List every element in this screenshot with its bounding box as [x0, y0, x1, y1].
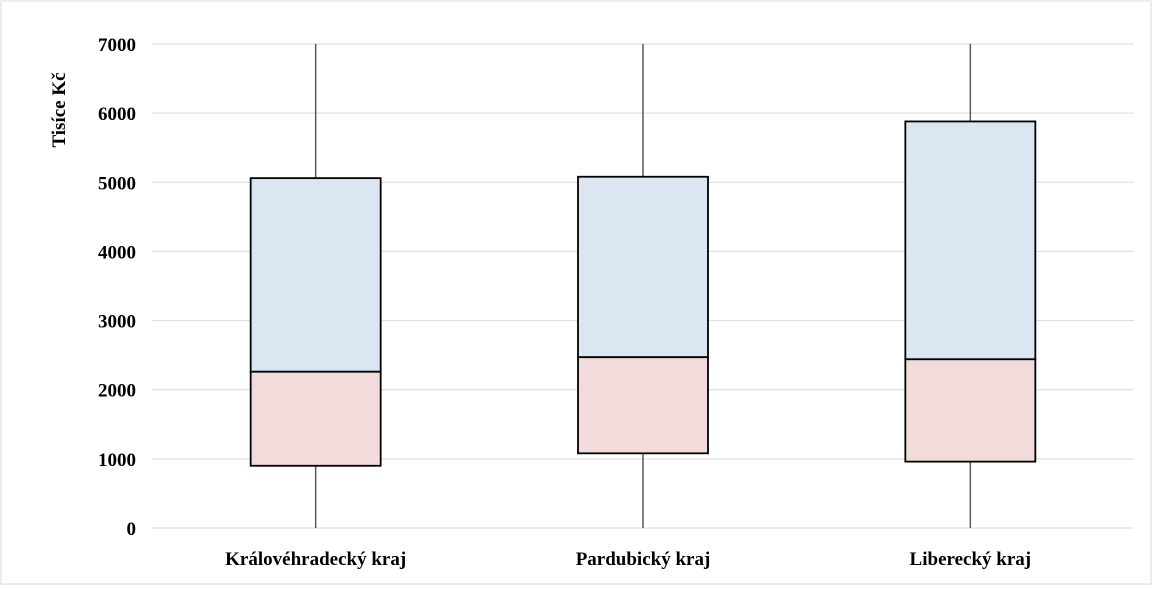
lower-box-segment	[249, 370, 382, 467]
y-axis-label: Tisíce Kč	[49, 72, 70, 147]
y-tick-label: 3000	[98, 312, 136, 333]
y-tick-label: 6000	[98, 104, 136, 125]
y-tick-label: 4000	[98, 242, 136, 263]
y-tick-label: 7000	[98, 35, 136, 56]
y-tick-label: 0	[127, 519, 137, 540]
y-tick-label: 2000	[98, 381, 136, 402]
x-tick-label: Pardubický kraj	[576, 549, 711, 570]
boxes	[249, 120, 1037, 467]
x-tick-label: Liberecký kraj	[910, 549, 1032, 570]
x-tick-labels: Královéhradecký kraj Pardubický kraj Liber…	[225, 549, 1031, 570]
y-tick-label: 1000	[98, 450, 136, 471]
y-tick-labels: 0 1000 2000 3000 4000 5000 6000 7000	[98, 35, 136, 540]
y-tick-label: 5000	[98, 173, 136, 194]
upper-box-segment	[577, 175, 709, 359]
upper-box-segment	[904, 120, 1037, 361]
lower-box-segment	[577, 356, 709, 455]
x-tick-label: Královéhradecký kraj	[225, 549, 406, 570]
upper-box-segment	[249, 177, 382, 373]
lower-box-segment	[904, 358, 1037, 463]
whiskers	[314, 44, 972, 528]
